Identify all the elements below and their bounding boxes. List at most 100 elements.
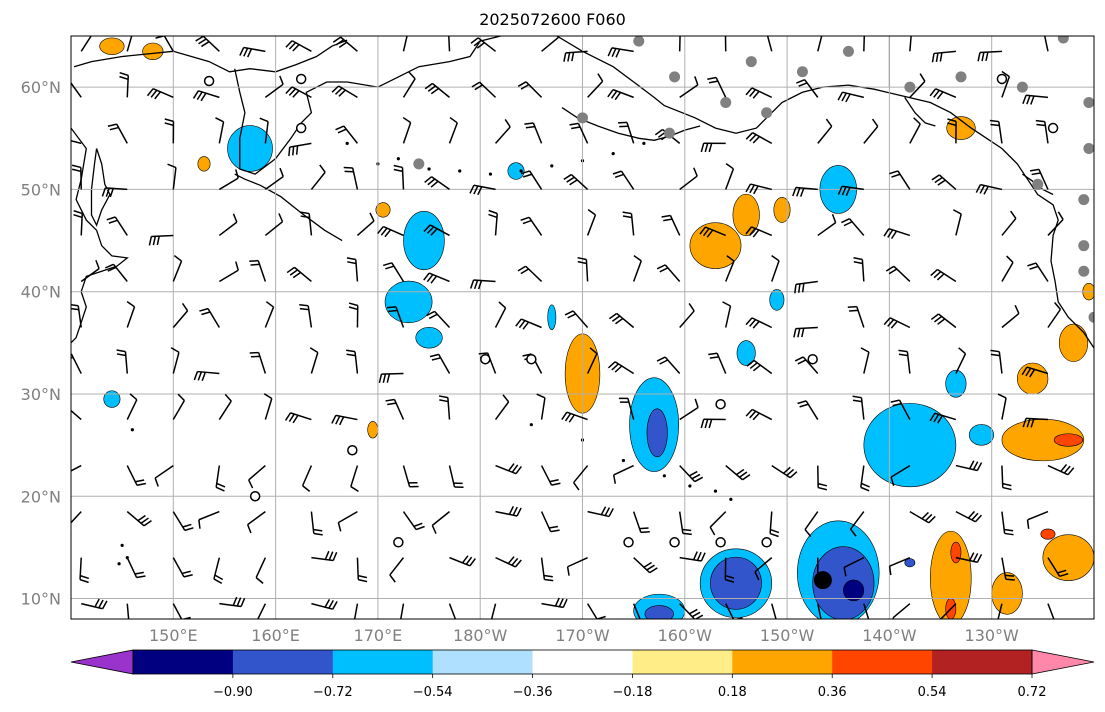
wind-barb <box>793 326 818 338</box>
wind-barb <box>573 465 589 491</box>
wind-barb <box>218 393 232 420</box>
calm-wind-marker <box>996 73 1008 85</box>
station-marker <box>577 112 588 124</box>
island <box>427 167 431 171</box>
wind-barb <box>218 261 239 283</box>
wind-barb <box>817 465 828 491</box>
gridlines <box>71 36 1094 619</box>
wind-barb <box>678 36 681 52</box>
wind-barb <box>424 82 450 98</box>
wind-barb <box>849 511 865 537</box>
coastlines <box>71 36 1094 566</box>
wind-barb <box>817 213 837 237</box>
wind-barb <box>469 184 496 196</box>
wind-barb <box>540 511 560 533</box>
coastline <box>234 173 343 242</box>
wind-barb <box>402 36 408 52</box>
wind-barb <box>608 312 635 329</box>
island <box>117 562 121 566</box>
wind-barb <box>724 36 727 52</box>
island <box>120 543 124 547</box>
wind-barb <box>771 255 780 282</box>
station-marker <box>904 81 916 93</box>
field-contour-blob <box>843 579 865 602</box>
island <box>529 423 533 427</box>
wind-barb <box>148 234 174 246</box>
wind-barb <box>889 170 911 190</box>
wind-barb <box>754 557 773 581</box>
island <box>458 169 462 173</box>
map-title: 2025072600 F060 <box>479 10 626 29</box>
wind-barb <box>520 216 543 236</box>
wind-barb <box>71 81 82 98</box>
wind-barb <box>1047 464 1075 476</box>
wind-barb <box>656 264 681 282</box>
wind-barb <box>495 556 522 568</box>
wind-barb <box>470 37 497 52</box>
calm-wind-marker <box>393 537 404 548</box>
calm-wind-marker <box>807 353 818 365</box>
colorbar-segment <box>332 650 434 674</box>
wind-barb <box>1026 510 1049 529</box>
storm-center-marker <box>813 571 832 590</box>
station-marker <box>1078 240 1090 252</box>
field-contour-blob <box>946 116 976 140</box>
field-contour-blob <box>904 558 916 568</box>
wind-barb <box>679 167 698 191</box>
wind-barb <box>164 118 175 144</box>
wind-barb <box>218 169 239 191</box>
wind-barb <box>804 511 819 537</box>
station-marker <box>1088 311 1094 323</box>
wind-barb <box>106 216 128 236</box>
calm-wind-marker <box>295 73 307 85</box>
wind-barb <box>402 511 425 531</box>
wind-barb <box>198 510 220 529</box>
wind-barb <box>1001 210 1017 236</box>
lon-tick-label: 150°E <box>149 626 198 645</box>
wind-barb <box>1001 465 1012 491</box>
wind-barb <box>769 511 780 538</box>
wind-barb <box>1047 211 1064 236</box>
wind-barb <box>679 303 695 328</box>
colorbar-tick-label: 0.18 <box>718 685 747 700</box>
coastline <box>73 39 348 73</box>
wind-barb <box>378 372 404 384</box>
wind-barb <box>494 394 510 420</box>
station-marker <box>1078 265 1090 277</box>
colorbar-tick-label: −0.54 <box>413 685 453 700</box>
wind-barb <box>259 117 269 144</box>
wind-barb <box>248 465 266 489</box>
lat-tick-label: 10°N <box>21 590 61 609</box>
wind-barb <box>722 301 732 328</box>
wind-barb <box>622 211 635 236</box>
wind-barb <box>71 164 82 190</box>
station-marker <box>796 66 808 78</box>
field-contour-blob <box>773 197 791 223</box>
wind-barb <box>310 511 323 536</box>
wind-barb <box>311 550 338 562</box>
wind-barb <box>725 162 735 190</box>
wind-barb <box>847 305 865 328</box>
wind-barb <box>167 163 177 190</box>
wind-barb <box>541 36 560 52</box>
field-contour-blob <box>644 605 674 619</box>
wind-barb <box>449 555 476 567</box>
lon-tick-label: 170°E <box>354 626 403 645</box>
wind-barb <box>215 117 225 144</box>
wind-barb <box>853 257 865 282</box>
wind-barb <box>431 511 450 534</box>
wind-barb <box>952 209 962 236</box>
wind-barb <box>239 46 266 58</box>
wind-barb <box>563 173 589 190</box>
wind-barb <box>80 36 92 52</box>
wind-barb <box>837 185 864 196</box>
colorbar-segment <box>632 650 733 674</box>
calm-wind-marker <box>295 122 307 134</box>
field-contour-blob <box>769 289 785 311</box>
wind-barb <box>386 306 405 328</box>
wind-barb <box>335 125 359 144</box>
wind-barb <box>424 176 450 191</box>
wind-barb <box>172 557 193 578</box>
calm-wind-marker <box>715 398 726 410</box>
colorbar-extend-high <box>1031 649 1095 675</box>
